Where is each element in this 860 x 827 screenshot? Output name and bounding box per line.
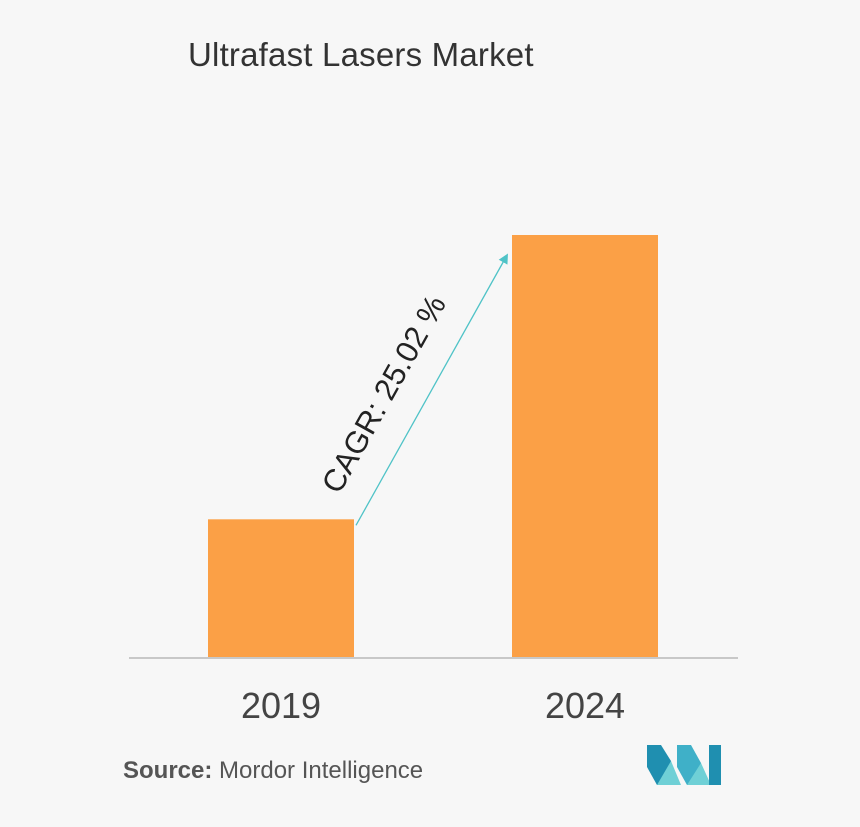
x-tick-labels: 2019 2024 — [241, 685, 625, 726]
bar-2019 — [208, 519, 354, 658]
bar-2024 — [512, 235, 658, 658]
bars-group — [208, 235, 658, 658]
cagr-annotation: CAGR: 25.02 % — [315, 289, 453, 499]
x-tick-label-2024: 2024 — [545, 685, 625, 726]
bar-chart: 2019 2024 CAGR: 25.02 % — [129, 235, 738, 726]
x-tick-label-2019: 2019 — [241, 685, 321, 726]
source-label: Source: — [123, 757, 213, 784]
source-note: Source: Mordor Intelligence — [123, 757, 423, 785]
chart-title: Ultrafast Lasers Market — [188, 36, 534, 73]
cagr-arrow — [355, 253, 508, 526]
source-text: Mordor Intelligence — [219, 757, 424, 784]
mordor-intelligence-logo — [647, 745, 721, 785]
